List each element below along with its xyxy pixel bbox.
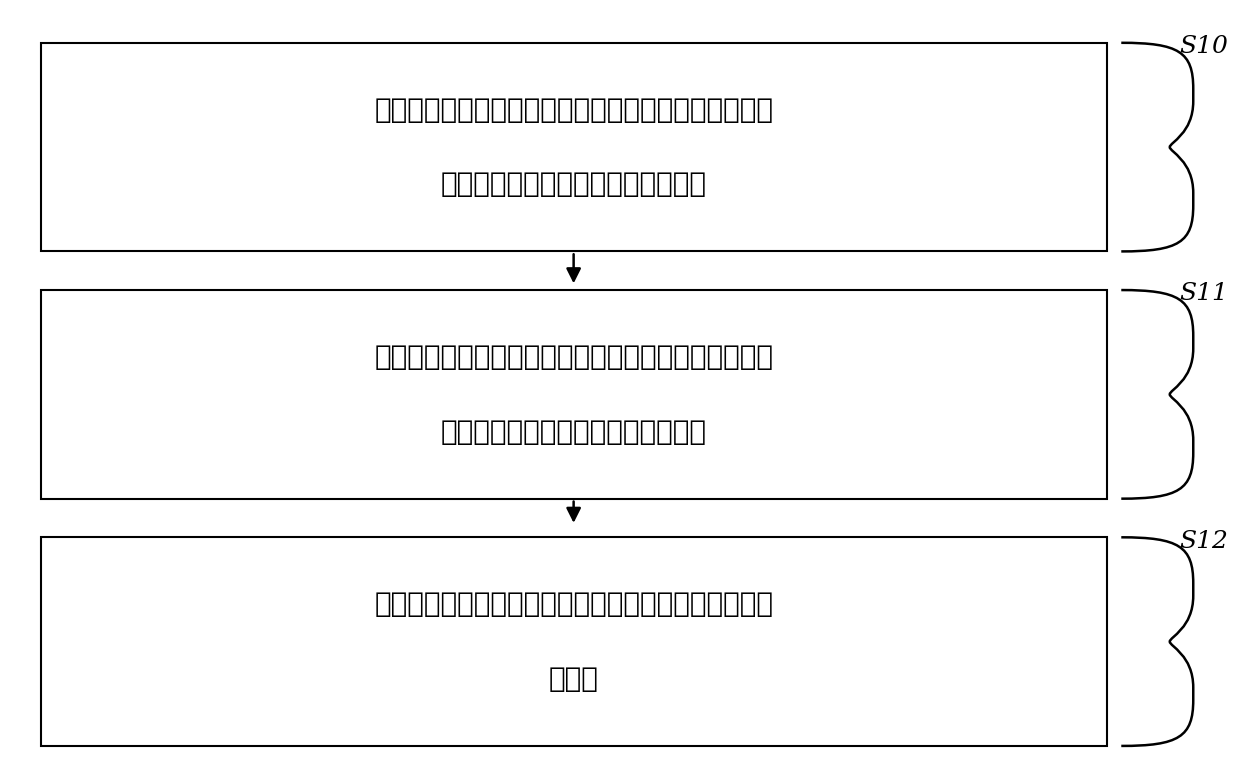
Bar <box>41 290 1107 499</box>
Bar <box>41 43 1107 251</box>
Bar <box>41 537 1107 746</box>
Text: 将异常特征信息发送至用户主机，以供用户主机根据异: 将异常特征信息发送至用户主机，以供用户主机根据异 <box>374 343 773 371</box>
Text: 接收用户主机传入的程序信息，并将程序信息设置为检: 接收用户主机传入的程序信息，并将程序信息设置为检 <box>374 590 773 619</box>
Text: S12: S12 <box>1179 530 1229 553</box>
Text: S11: S11 <box>1179 282 1229 305</box>
Text: S10: S10 <box>1179 35 1229 58</box>
Text: 量中与僵尸网络关联的异常特征信息: 量中与僵尸网络关联的异常特征信息 <box>440 170 707 198</box>
Text: 接收用户主机传入的网络通信流量，并解析网络通信流: 接收用户主机传入的网络通信流量，并解析网络通信流 <box>374 96 773 124</box>
Text: 常特征信息分析得到关联的程序信息: 常特征信息分析得到关联的程序信息 <box>440 418 707 445</box>
Text: 测结果: 测结果 <box>548 665 599 693</box>
